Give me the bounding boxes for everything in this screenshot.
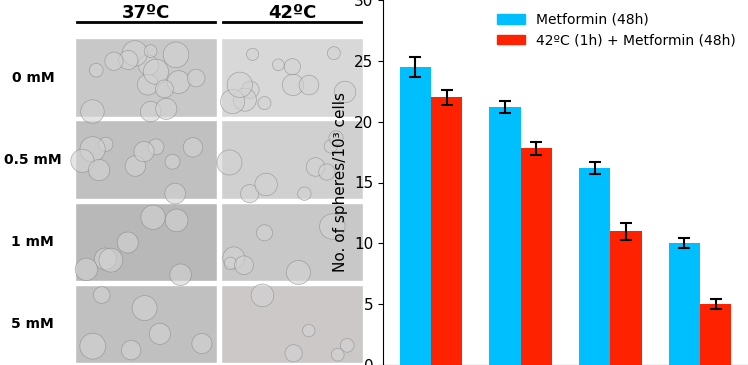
Circle shape xyxy=(340,338,354,352)
Circle shape xyxy=(286,261,310,284)
Circle shape xyxy=(227,72,252,97)
Bar xyxy=(431,97,462,365)
Circle shape xyxy=(89,63,103,77)
Bar xyxy=(221,120,363,199)
Text: 37ºC: 37ºC xyxy=(122,4,170,22)
Circle shape xyxy=(235,256,254,274)
Circle shape xyxy=(187,69,205,87)
Circle shape xyxy=(217,150,242,175)
Circle shape xyxy=(165,209,188,232)
Circle shape xyxy=(125,156,146,176)
Circle shape xyxy=(224,257,236,270)
Circle shape xyxy=(284,59,301,75)
Bar xyxy=(579,168,610,365)
Circle shape xyxy=(282,74,304,96)
Circle shape xyxy=(144,59,168,84)
Circle shape xyxy=(132,296,157,320)
Circle shape xyxy=(99,248,123,272)
Bar xyxy=(610,231,642,365)
Circle shape xyxy=(122,41,147,66)
Circle shape xyxy=(80,137,105,162)
Bar xyxy=(700,304,732,365)
Circle shape xyxy=(324,140,337,153)
Circle shape xyxy=(258,97,271,110)
Circle shape xyxy=(247,48,259,60)
Legend: Metformin (48h), 42ºC (1h) + Metformin (48h): Metformin (48h), 42ºC (1h) + Metformin (… xyxy=(491,7,741,53)
Circle shape xyxy=(328,47,340,60)
Circle shape xyxy=(334,81,356,103)
Circle shape xyxy=(251,284,274,307)
Text: 0.5 mM: 0.5 mM xyxy=(4,153,61,167)
Circle shape xyxy=(331,348,344,361)
Circle shape xyxy=(138,74,159,95)
Bar xyxy=(221,203,363,281)
Circle shape xyxy=(105,52,123,70)
Circle shape xyxy=(121,341,141,360)
Y-axis label: No. of spheres/10³ cells: No. of spheres/10³ cells xyxy=(334,92,349,273)
Circle shape xyxy=(221,89,245,114)
Text: 5 mM: 5 mM xyxy=(11,317,54,331)
Circle shape xyxy=(119,50,138,70)
Bar xyxy=(669,243,700,365)
Text: 1 mM: 1 mM xyxy=(11,235,54,249)
Circle shape xyxy=(94,248,117,270)
Circle shape xyxy=(168,71,190,93)
Circle shape xyxy=(148,139,164,155)
Circle shape xyxy=(163,42,188,68)
Circle shape xyxy=(156,80,174,98)
Text: 42ºC: 42ºC xyxy=(268,4,316,22)
Circle shape xyxy=(319,164,335,180)
Bar xyxy=(399,67,431,365)
Circle shape xyxy=(141,205,165,230)
Circle shape xyxy=(165,154,180,169)
Circle shape xyxy=(156,98,177,119)
Circle shape xyxy=(183,138,203,157)
Circle shape xyxy=(233,88,257,111)
Text: 0 mM: 0 mM xyxy=(11,70,54,85)
Circle shape xyxy=(242,81,259,99)
Circle shape xyxy=(71,149,94,172)
Bar xyxy=(489,107,521,365)
Circle shape xyxy=(272,59,284,71)
Circle shape xyxy=(165,183,186,204)
Bar xyxy=(75,120,217,199)
Circle shape xyxy=(141,101,161,122)
Circle shape xyxy=(302,324,315,337)
Circle shape xyxy=(255,173,278,196)
Circle shape xyxy=(80,333,105,359)
Circle shape xyxy=(319,214,345,239)
Circle shape xyxy=(75,258,97,281)
Circle shape xyxy=(81,100,104,123)
Bar xyxy=(75,38,217,117)
Circle shape xyxy=(170,264,191,285)
Circle shape xyxy=(299,75,319,95)
Circle shape xyxy=(306,158,325,176)
Circle shape xyxy=(285,345,302,362)
Circle shape xyxy=(99,137,113,151)
Circle shape xyxy=(191,334,212,354)
Circle shape xyxy=(144,45,157,58)
Circle shape xyxy=(88,160,110,181)
Circle shape xyxy=(138,55,159,75)
Circle shape xyxy=(223,247,245,269)
Bar xyxy=(221,285,363,363)
Bar xyxy=(521,149,552,365)
Bar xyxy=(221,38,363,117)
Circle shape xyxy=(117,232,138,253)
Circle shape xyxy=(257,225,272,241)
Circle shape xyxy=(94,287,110,303)
Circle shape xyxy=(134,142,154,162)
Circle shape xyxy=(298,187,311,200)
Circle shape xyxy=(150,323,171,345)
Bar xyxy=(75,203,217,281)
Bar xyxy=(75,285,217,363)
Circle shape xyxy=(329,131,343,145)
Circle shape xyxy=(241,185,259,203)
